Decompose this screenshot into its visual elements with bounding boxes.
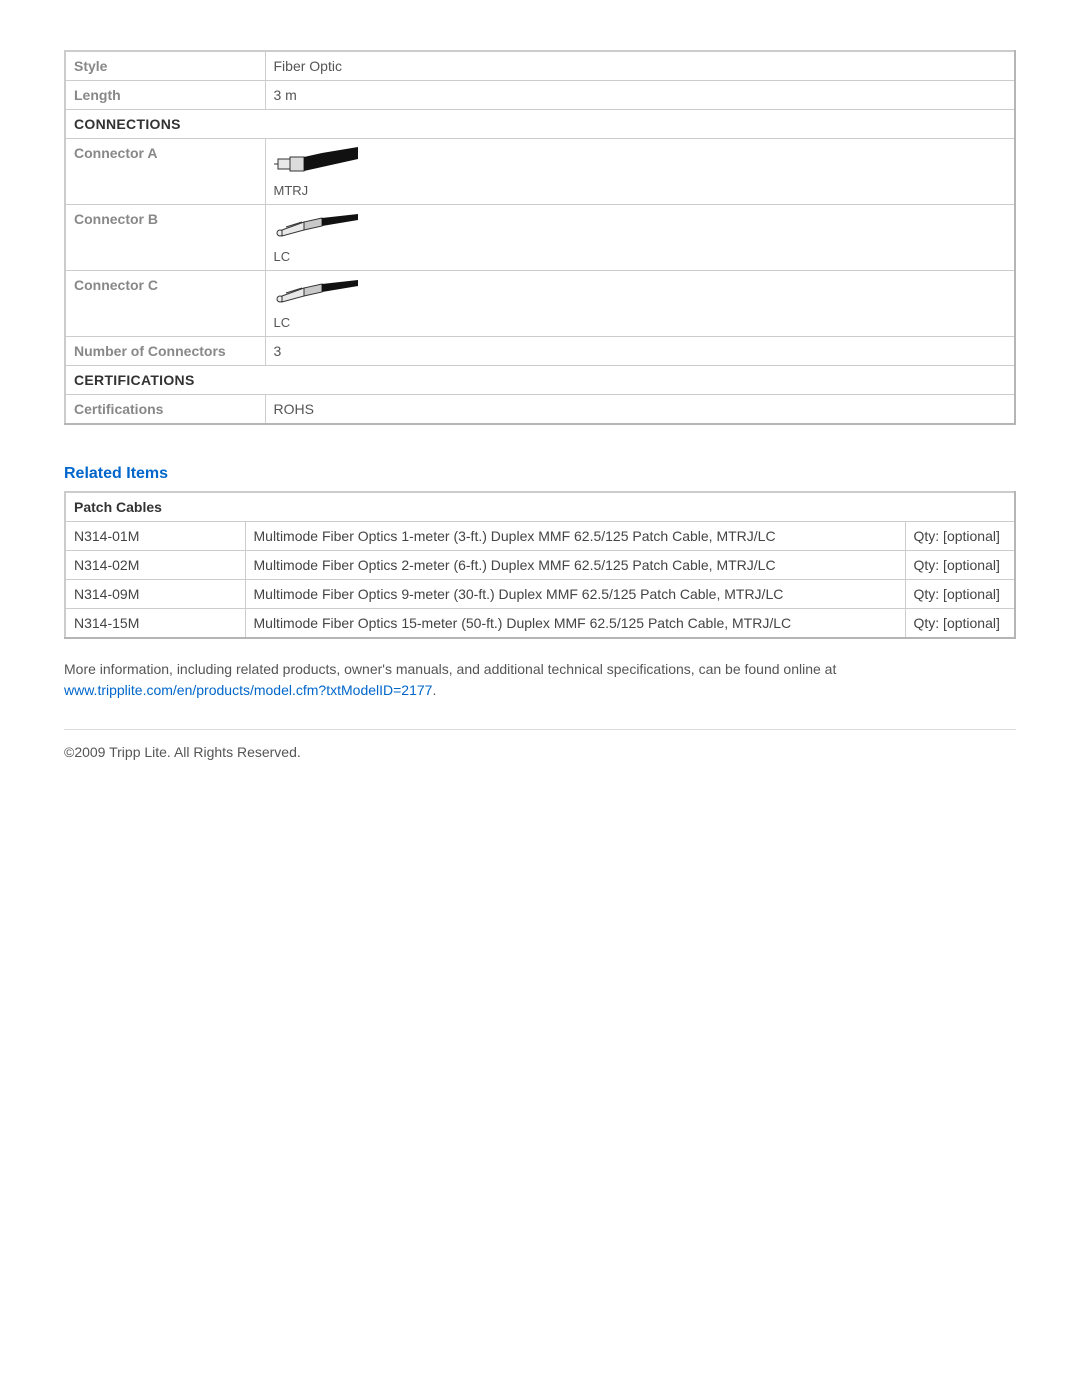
connector-value-cell: LC <box>265 271 1015 337</box>
spec-value: Fiber Optic <box>265 51 1015 81</box>
connector-row: Connector C LC <box>65 271 1015 337</box>
connections-header: CONNECTIONS <box>65 110 1015 139</box>
certifications-header: CERTIFICATIONS <box>65 366 1015 395</box>
connector-tag: LC <box>274 315 291 330</box>
related-desc: Multimode Fiber Optics 9-meter (30-ft.) … <box>245 580 905 609</box>
more-info-label: More information, including related prod… <box>64 661 836 677</box>
connector-illustration: LC <box>274 211 1007 264</box>
related-qty: Qty: [optional] <box>905 609 1015 639</box>
related-item-row: N314-02MMultimode Fiber Optics 2-meter (… <box>65 551 1015 580</box>
connector-tag: LC <box>274 249 291 264</box>
connector-label-cell: Connector A <box>65 139 265 205</box>
num-connectors-label: Number of Connectors <box>65 337 265 366</box>
certifications-label: Certifications <box>65 395 265 425</box>
connector-value-cell: MTRJ <box>265 139 1015 205</box>
copyright: ©2009 Tripp Lite. All Rights Reserved. <box>64 744 1016 760</box>
mtrj-connector-icon <box>274 145 364 179</box>
related-sku: N314-02M <box>65 551 245 580</box>
related-item-row: N314-01MMultimode Fiber Optics 1-meter (… <box>65 522 1015 551</box>
connector-illustration: LC <box>274 277 1007 330</box>
related-items-table: Patch CablesN314-01MMultimode Fiber Opti… <box>64 491 1016 639</box>
num-connectors-value: 3 <box>265 337 1015 366</box>
connector-tag: MTRJ <box>274 183 309 198</box>
connector-label-cell: Connector B <box>65 205 265 271</box>
connector-value-cell: LC <box>265 205 1015 271</box>
divider <box>64 729 1016 730</box>
related-desc: Multimode Fiber Optics 15-meter (50-ft.)… <box>245 609 905 639</box>
more-info-text: More information, including related prod… <box>64 659 1016 701</box>
related-desc: Multimode Fiber Optics 1-meter (3-ft.) D… <box>245 522 905 551</box>
spec-table: StyleFiber OpticLength3 mCONNECTIONSConn… <box>64 50 1016 425</box>
spec-label: Style <box>65 51 265 81</box>
product-link[interactable]: www.tripplite.com/en/products/model.cfm?… <box>64 682 432 698</box>
spec-label: Length <box>65 81 265 110</box>
spec-row: Length3 m <box>65 81 1015 110</box>
related-qty: Qty: [optional] <box>905 522 1015 551</box>
related-sku: N314-15M <box>65 609 245 639</box>
related-sku: N314-09M <box>65 580 245 609</box>
period: . <box>432 682 436 698</box>
related-category-header: Patch Cables <box>65 492 1015 522</box>
related-qty: Qty: [optional] <box>905 551 1015 580</box>
connector-label-cell: Connector C <box>65 271 265 337</box>
lc-connector-icon <box>274 211 364 245</box>
spec-row: StyleFiber Optic <box>65 51 1015 81</box>
related-item-row: N314-09MMultimode Fiber Optics 9-meter (… <box>65 580 1015 609</box>
connector-row: Connector A MTRJ <box>65 139 1015 205</box>
connector-row: Connector B LC <box>65 205 1015 271</box>
related-qty: Qty: [optional] <box>905 580 1015 609</box>
spec-value: 3 m <box>265 81 1015 110</box>
lc-connector-icon <box>274 277 364 311</box>
related-desc: Multimode Fiber Optics 2-meter (6-ft.) D… <box>245 551 905 580</box>
related-sku: N314-01M <box>65 522 245 551</box>
spec-sheet-page: StyleFiber OpticLength3 mCONNECTIONSConn… <box>0 0 1080 780</box>
related-items-heading: Related Items <box>64 465 1016 483</box>
related-item-row: N314-15MMultimode Fiber Optics 15-meter … <box>65 609 1015 639</box>
certifications-value: ROHS <box>265 395 1015 425</box>
connector-illustration: MTRJ <box>274 145 1007 198</box>
